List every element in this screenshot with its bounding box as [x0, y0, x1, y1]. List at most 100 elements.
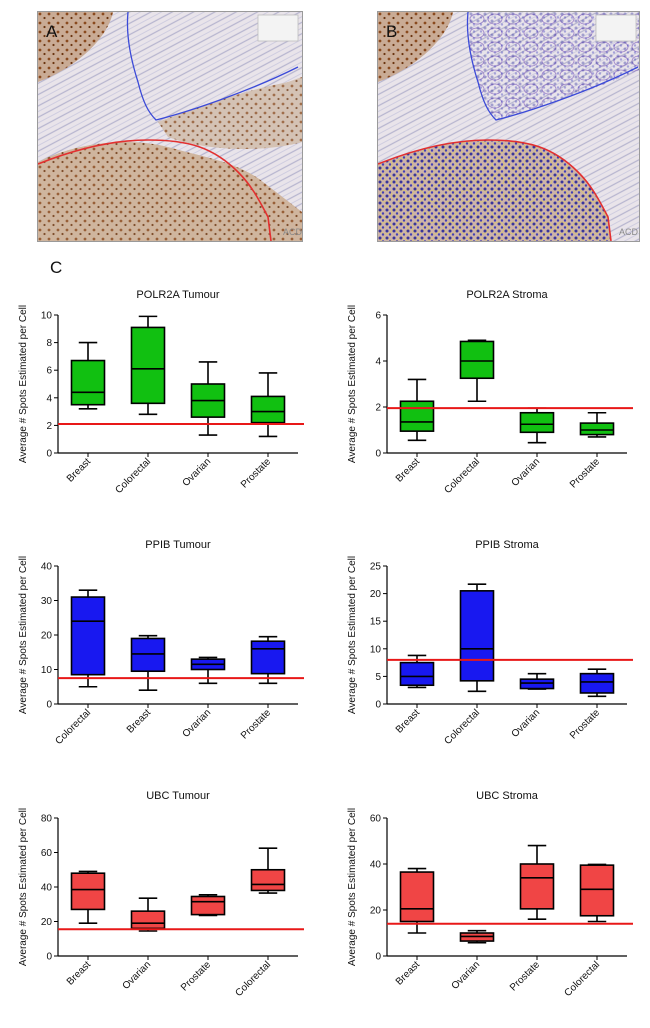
- box-prostate: [190, 895, 226, 916]
- y-tick-label: 60: [41, 848, 53, 859]
- y-axis-label: Average # Spots Estimated per Cell: [18, 808, 29, 966]
- box-breast: [399, 871, 435, 923]
- y-tick-label: 20: [41, 917, 53, 928]
- y-tick-label: 0: [375, 700, 381, 711]
- x-tick-label: Prostate: [568, 707, 602, 741]
- y-tick-label: 30: [41, 596, 53, 607]
- chart-ppib-tumour: PPIB Tumour Average # Spots Estimated per…: [18, 539, 304, 747]
- y-tick-label: 10: [370, 644, 382, 655]
- box-prostate: [250, 640, 286, 675]
- box-colorectal: [459, 590, 495, 682]
- chart-polr2a-stroma: POLR2A Stroma Average # Spots Estimated p…: [347, 289, 633, 496]
- x-tick-label: Colorectal: [443, 707, 483, 747]
- chart-polr2a-tumour: POLR2A Tumour Average # Spots Estimated p…: [18, 289, 304, 496]
- y-tick-label: 2: [375, 403, 381, 414]
- panel-b-label: B: [386, 22, 398, 41]
- x-tick-label: Ovarian: [181, 707, 214, 740]
- y-tick-label: 6: [375, 311, 381, 322]
- acd-logo-a: ACD: [283, 227, 303, 237]
- y-tick-label: 20: [370, 906, 382, 917]
- chart-ubc-stroma: UBC Stroma Average # Spots Estimated per …: [347, 790, 633, 999]
- x-tick-label: Colorectal: [443, 456, 483, 496]
- y-tick-label: 25: [370, 562, 382, 573]
- y-tick-label: 80: [41, 814, 53, 825]
- x-tick-label: Prostate: [239, 456, 273, 490]
- y-tick-label: 40: [370, 860, 382, 871]
- chart-ubc-tumour: UBC Tumour Average # Spots Estimated per …: [18, 790, 304, 999]
- y-axis-label: Average # Spots Estimated per Cell: [347, 305, 358, 463]
- y-tick-label: 6: [46, 366, 52, 377]
- y-tick-label: 60: [370, 814, 382, 825]
- x-tick-label: Prostate: [568, 456, 602, 490]
- chart-ppib-stroma: PPIB Stroma Average # Spots Estimated per…: [347, 539, 633, 747]
- micrograph-a-image: [38, 12, 302, 241]
- box-ovarian: [519, 678, 555, 690]
- y-tick-label: 8: [46, 338, 52, 349]
- chart-title: POLR2A Stroma: [466, 289, 548, 301]
- y-axis-label: Average # Spots Estimated per Cell: [347, 808, 358, 966]
- y-tick-label: 2: [46, 421, 52, 432]
- box-colorectal: [250, 868, 286, 892]
- y-tick-label: 0: [46, 952, 52, 963]
- y-tick-label: 10: [41, 311, 53, 322]
- y-tick-label: 20: [41, 631, 53, 642]
- box-prostate: [519, 863, 555, 910]
- chart-title: UBC Tumour: [146, 790, 210, 802]
- x-tick-label: Breast: [65, 959, 93, 987]
- micrograph-panel-a: [37, 11, 303, 242]
- x-tick-label: Ovarian: [181, 456, 214, 489]
- box-prostate: [579, 672, 615, 694]
- y-tick-label: 0: [375, 449, 381, 460]
- y-axis-label: Average # Spots Estimated per Cell: [347, 556, 358, 714]
- x-tick-label: Ovarian: [450, 959, 483, 992]
- box-ovarian: [519, 411, 555, 434]
- box-breast: [130, 637, 166, 673]
- box-breast: [70, 872, 106, 911]
- chart-title: POLR2A Tumour: [136, 289, 219, 301]
- y-tick-label: 40: [41, 883, 53, 894]
- chart-title: PPIB Tumour: [145, 539, 211, 551]
- x-tick-label: Breast: [125, 707, 153, 735]
- y-axis-label: Average # Spots Estimated per Cell: [18, 305, 29, 463]
- y-tick-label: 4: [375, 357, 381, 368]
- box-colorectal: [70, 596, 106, 676]
- y-tick-label: 20: [370, 589, 382, 600]
- chart-title: PPIB Stroma: [475, 539, 539, 551]
- acd-logo-b: ACD: [619, 227, 639, 237]
- panel-a-label: A: [46, 22, 58, 41]
- box-prostate: [250, 395, 286, 424]
- x-tick-label: Colorectal: [563, 959, 603, 999]
- x-tick-label: Prostate: [239, 707, 273, 741]
- y-tick-label: 15: [370, 617, 382, 628]
- x-tick-label: Breast: [394, 959, 422, 987]
- micrograph-panel-b: [377, 11, 640, 242]
- x-tick-label: Breast: [394, 456, 422, 484]
- y-tick-label: 5: [375, 672, 381, 683]
- x-tick-label: Ovarian: [510, 707, 543, 740]
- x-tick-label: Prostate: [508, 959, 542, 993]
- x-tick-label: Ovarian: [121, 959, 154, 992]
- x-tick-label: Prostate: [179, 959, 213, 993]
- box-ovarian: [130, 910, 166, 930]
- y-tick-label: 4: [46, 393, 52, 404]
- box-prostate: [579, 422, 615, 436]
- y-tick-label: 10: [41, 665, 53, 676]
- x-tick-label: Colorectal: [54, 707, 94, 747]
- x-tick-label: Breast: [394, 707, 422, 735]
- y-axis-label: Average # Spots Estimated per Cell: [18, 556, 29, 714]
- box-colorectal: [459, 340, 495, 380]
- box-breast: [399, 400, 435, 432]
- box-breast: [399, 661, 435, 687]
- box-colorectal: [579, 864, 615, 917]
- box-colorectal: [130, 326, 166, 405]
- x-tick-label: Colorectal: [234, 959, 274, 999]
- box-breast: [70, 359, 106, 406]
- y-tick-label: 40: [41, 562, 53, 573]
- y-tick-label: 0: [46, 700, 52, 711]
- x-tick-label: Colorectal: [114, 456, 154, 496]
- x-tick-label: Ovarian: [510, 456, 543, 489]
- x-tick-label: Breast: [65, 456, 93, 484]
- micrograph-b-image: [378, 12, 639, 241]
- y-tick-label: 0: [46, 449, 52, 460]
- panel-c-label: C: [50, 258, 63, 277]
